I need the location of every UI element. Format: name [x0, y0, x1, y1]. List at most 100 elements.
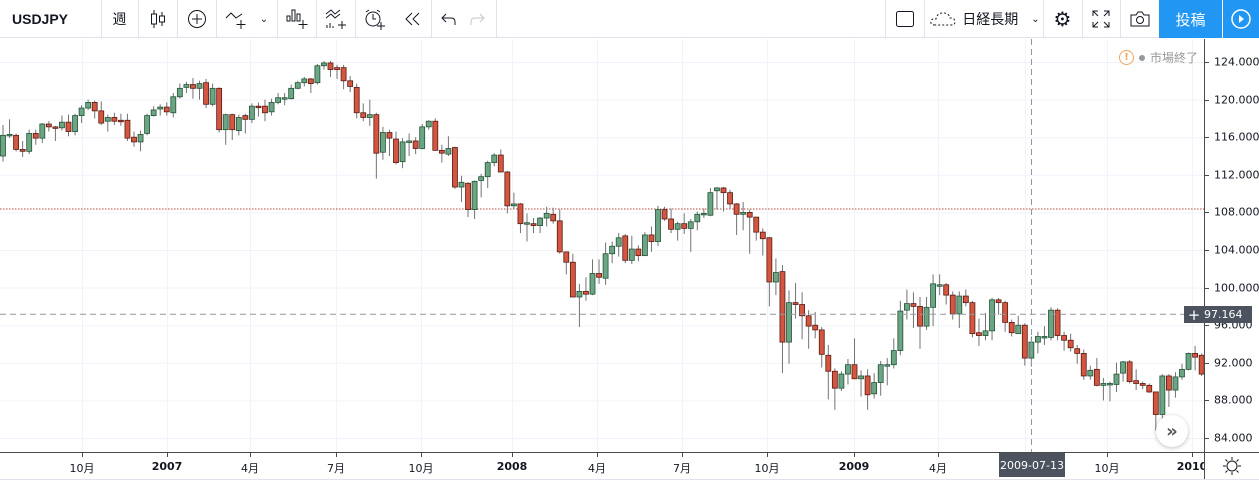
- redo-button[interactable]: [464, 0, 490, 38]
- candle-up: [524, 222, 530, 225]
- candle-up: [615, 237, 622, 247]
- candle-up: [576, 290, 583, 298]
- scroll-to-realtime-button[interactable]: »: [1156, 415, 1188, 447]
- templates-button[interactable]: [316, 0, 355, 38]
- undo-button[interactable]: [436, 0, 462, 38]
- candle-up: [491, 154, 498, 163]
- candle-down: [163, 106, 170, 113]
- price-tick: [1205, 325, 1209, 327]
- candle-up: [871, 382, 878, 395]
- candle-up: [59, 121, 65, 129]
- price-tick: [1205, 438, 1209, 439]
- candle-up: [674, 223, 681, 230]
- settings-button[interactable]: ⚙: [1043, 0, 1082, 38]
- candle-down: [1080, 352, 1087, 377]
- price-tick: [1205, 250, 1209, 251]
- financials-button[interactable]: [277, 0, 316, 38]
- compare-icon: [286, 9, 307, 29]
- candle-down: [65, 121, 72, 132]
- candle-down: [569, 261, 576, 298]
- candle-down: [32, 133, 39, 139]
- candle-down: [530, 223, 537, 226]
- candle-down: [661, 209, 668, 220]
- candle-up: [379, 132, 386, 153]
- time-tick: [767, 453, 768, 457]
- snapshot-button[interactable]: [1120, 0, 1159, 38]
- candle-up: [406, 140, 413, 143]
- candle-down: [1139, 383, 1146, 386]
- candle-down: [242, 115, 249, 120]
- time-label: 10月: [1094, 462, 1120, 475]
- divider: [316, 0, 317, 38]
- candle-down: [550, 213, 557, 222]
- candle-up: [609, 245, 616, 255]
- plus-icon[interactable]: +: [1187, 305, 1201, 324]
- price-label: 116.000: [1214, 130, 1259, 144]
- layout-name: 日経長期: [962, 12, 1019, 28]
- candle-up: [989, 299, 995, 332]
- time-label: 2010: [1176, 460, 1204, 473]
- candle-down: [962, 295, 969, 304]
- chart-pane[interactable]: [0, 39, 1204, 452]
- candle-down: [1002, 302, 1009, 323]
- candle-down: [386, 132, 393, 139]
- candle-up: [321, 62, 327, 67]
- candlestick-chart[interactable]: [0, 39, 1204, 452]
- candle-up: [602, 253, 609, 279]
- candle-down: [1067, 339, 1074, 349]
- candle-up: [445, 148, 452, 155]
- drawing-toggle-button[interactable]: [885, 0, 924, 38]
- candle-down: [1198, 354, 1204, 375]
- candle-down: [733, 203, 740, 215]
- divider: [138, 0, 139, 38]
- candle-down: [497, 154, 504, 173]
- divider: [1120, 0, 1121, 38]
- time-label: 2009: [838, 460, 870, 473]
- candle-up: [1015, 324, 1022, 335]
- fullscreen-button[interactable]: [1082, 0, 1120, 38]
- candle-up: [0, 134, 6, 157]
- divider: [277, 0, 278, 38]
- alert-button[interactable]: [355, 0, 394, 38]
- price-axis[interactable]: 124.000 120.000 116.000 112.000 108.000 104.0…: [1204, 39, 1259, 452]
- candle-up: [366, 114, 373, 118]
- candle-down: [753, 216, 760, 233]
- candle-down: [91, 102, 98, 112]
- candle-down: [262, 105, 268, 114]
- time-axis[interactable]: 10月 2007 4月 7月 10月 2008 4月 7月 10月 2009 4月 10月 2010: [0, 452, 1204, 479]
- crosshair-price-label: + 97.164: [1184, 305, 1252, 324]
- interval-button[interactable]: 週: [112, 12, 127, 28]
- gear-icon: ⚙: [1053, 7, 1072, 31]
- candle-up: [26, 133, 33, 152]
- candle-down: [759, 231, 766, 240]
- replay-icon: [404, 12, 419, 26]
- candle-down: [45, 123, 52, 128]
- time-tick: [938, 453, 939, 457]
- candle-down: [131, 136, 137, 143]
- layout-button[interactable]: 日経長期 ⌄: [928, 0, 1041, 38]
- candle-down: [360, 112, 367, 118]
- candle-down: [1008, 321, 1015, 334]
- publish-options-button[interactable]: [1223, 0, 1259, 38]
- candle-down: [779, 271, 786, 343]
- chart-type-button[interactable]: [138, 0, 177, 38]
- candle-down: [347, 80, 354, 87]
- candle-up: [1048, 309, 1054, 338]
- indicators-button[interactable]: [220, 0, 252, 38]
- divider: [101, 0, 102, 38]
- publish-button[interactable]: 投稿: [1159, 0, 1222, 38]
- replay-button[interactable]: [394, 0, 431, 38]
- symbol-search-button[interactable]: USDJPY: [12, 11, 69, 27]
- candle-up: [858, 375, 864, 380]
- compare-symbol-button[interactable]: [177, 0, 216, 38]
- candle-up: [923, 306, 930, 327]
- candle-down: [13, 134, 20, 150]
- candle-up: [399, 141, 406, 163]
- axis-settings-button[interactable]: [1204, 452, 1259, 479]
- candle-up: [425, 120, 432, 128]
- candle-down: [504, 171, 511, 207]
- indicators-dropdown[interactable]: ⌄: [254, 0, 274, 38]
- candle-up: [288, 87, 295, 100]
- candle-down: [746, 211, 753, 218]
- divider: [1043, 0, 1044, 38]
